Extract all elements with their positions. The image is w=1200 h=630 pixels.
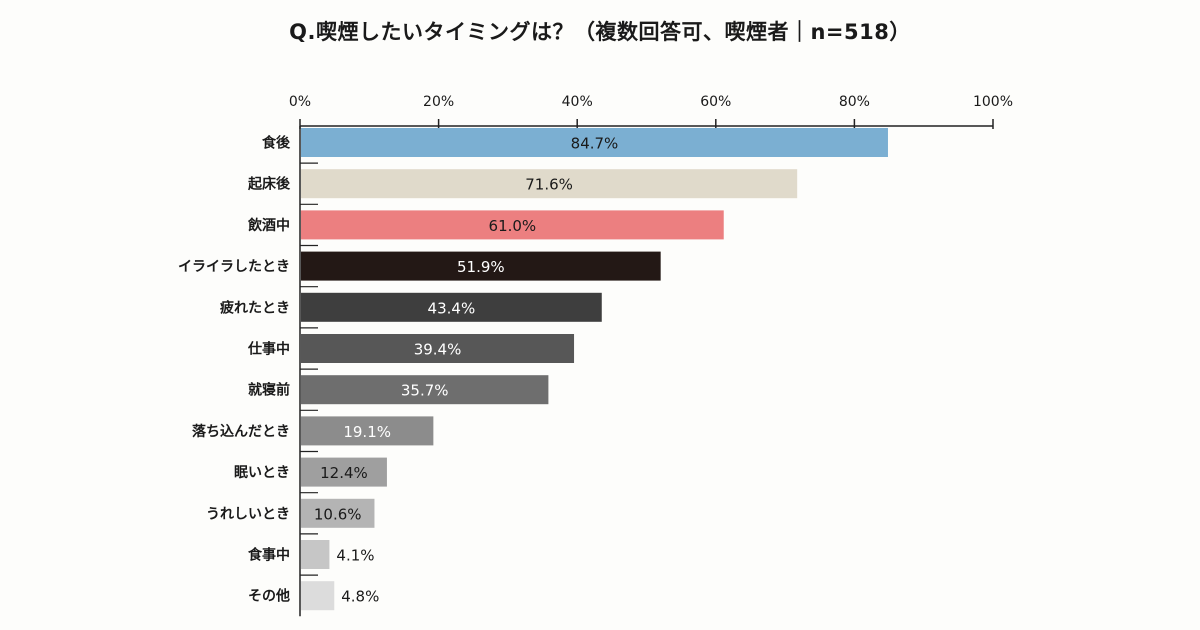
category-label: 疲れたとき: [220, 299, 290, 316]
category-label: うれしいとき: [206, 506, 290, 522]
category-label: 就寝前: [248, 382, 290, 399]
category-label: 飲酒中: [247, 217, 290, 234]
bar: [301, 292, 602, 322]
value-label: 12.4%: [320, 464, 368, 482]
bar: [301, 375, 549, 405]
x-tick-label: 20%: [423, 94, 454, 110]
bar: [301, 498, 375, 528]
category-label: 眠いとき: [234, 465, 290, 481]
value-label: 61.0%: [489, 217, 537, 235]
value-label: 35.7%: [401, 382, 449, 400]
category-label: 落ち込んだとき: [192, 423, 290, 440]
x-tick-label: 0%: [289, 94, 311, 110]
bar: [301, 169, 798, 199]
bar: [301, 210, 724, 240]
category-label: 仕事中: [247, 341, 290, 358]
bar: [301, 540, 330, 569]
value-label: 39.4%: [414, 341, 462, 359]
category-label: イライラしたとき: [178, 259, 290, 275]
value-label: 43.4%: [428, 299, 476, 317]
bar: [301, 457, 387, 487]
bar: [301, 581, 335, 611]
category-label: その他: [248, 588, 290, 605]
value-label: 71.6%: [525, 176, 573, 194]
value-label: 19.1%: [343, 423, 391, 441]
bar: [301, 251, 661, 281]
x-tick-label: 40%: [562, 94, 593, 110]
value-label: 10.6%: [314, 505, 362, 523]
value-label: 4.8%: [341, 588, 379, 606]
value-label: 84.7%: [571, 135, 619, 153]
category-label: 起床後: [247, 176, 291, 193]
x-tick-label: 60%: [700, 94, 731, 110]
x-tick-label: 80%: [839, 94, 870, 110]
bar: [301, 416, 434, 446]
bar: [301, 128, 888, 157]
value-label: 4.1%: [336, 547, 374, 565]
category-label: 食事中: [248, 547, 290, 564]
bar: [301, 334, 575, 363]
chart-title: Q.喫煙したいタイミングは？（複数回答可、喫煙者｜n=518）: [289, 20, 911, 44]
x-tick-label: 100%: [973, 94, 1013, 110]
value-label: 51.9%: [457, 258, 505, 276]
category-label: 食後: [262, 135, 291, 152]
